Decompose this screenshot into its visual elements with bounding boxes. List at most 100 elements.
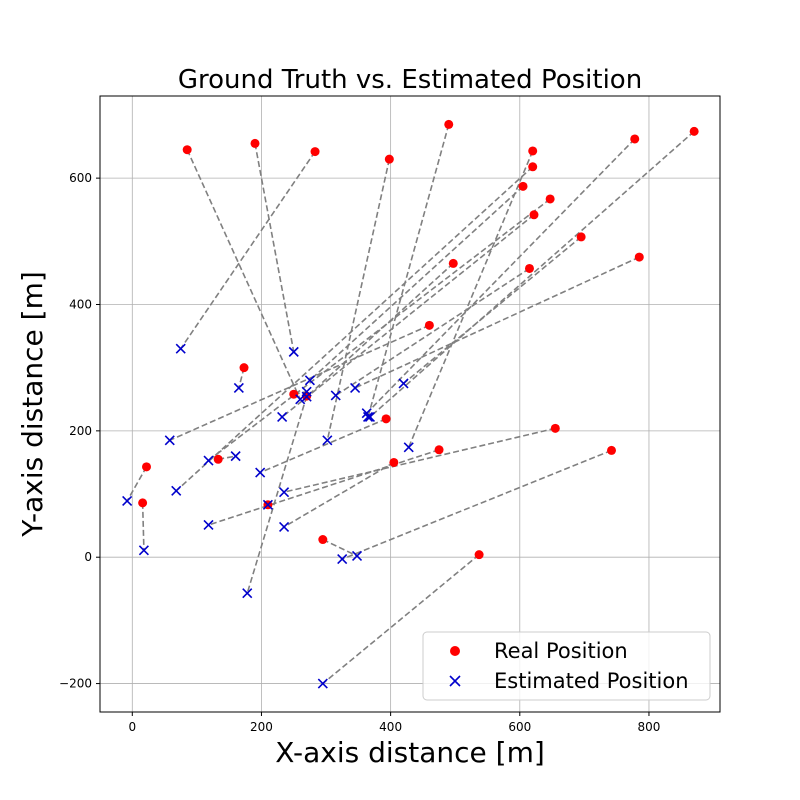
plot-frame [99,95,721,713]
estimated-position-point [122,495,133,507]
connector-line [246,395,308,594]
real-position-point [576,232,586,242]
y-tick-label: −200 [59,677,92,691]
legend-estimated-marker [449,675,461,687]
estimated-position-point [364,411,376,423]
estimated-position-point [288,346,299,357]
real-position-point [630,134,640,144]
real-position-point [310,147,320,157]
real-position-point [381,414,391,424]
x-tick-label: 600 [508,720,531,734]
estimated-position-point [403,442,414,453]
estimated-position-point [330,390,341,401]
y-tick-label: 600 [69,171,92,185]
estimated-position-point [278,487,290,498]
y-axis-label: Y-axis distance [m] [16,271,49,538]
real-position-point [448,258,458,268]
x-tick-label: 400 [379,720,402,734]
x-axis-label: X-axis distance [m] [275,736,545,769]
connector-line [335,267,530,397]
real-position-point [550,423,560,433]
estimated-position-point [203,519,214,531]
connector-line [259,418,387,474]
real-position-point [634,252,644,262]
estimated-position-point [301,386,312,397]
estimated-position-point [262,499,273,510]
estimated-position-point [164,435,175,446]
connector-line [354,256,640,389]
connector-line [309,185,524,381]
real-position-point [318,535,328,545]
estimated-position-point [230,451,241,462]
estimated-position-point [350,382,361,393]
y-tick-label: 0 [84,550,92,564]
legend-estimated-label: Estimated Position [494,669,689,693]
real-position-point [213,454,223,464]
real-position-point [529,210,539,220]
real-position-point [545,194,555,204]
estimated-position-point [337,554,348,565]
connector-line [180,151,316,350]
real-position-point [444,119,454,129]
real-position-point [138,498,148,508]
real-position-point [434,445,444,455]
real-position-point [239,363,249,373]
chart-title: Ground Truth vs. Estimated Position [178,65,642,95]
estimated-position-point [175,343,186,354]
estimated-position-points [122,343,414,689]
estimated-position-point [255,467,266,478]
estimated-position-point [317,678,328,689]
connector-line [306,262,454,398]
connector-line [141,502,145,551]
y-tick-label: 200 [69,424,92,438]
real-position-point [384,154,394,164]
legend-real-label: Real Position [494,639,628,663]
legend: Real Position Estimated Position [422,631,711,701]
estimated-position-point [398,378,409,389]
real-position-point [607,445,616,455]
real-position-point [389,457,399,467]
real-position-point [528,146,538,156]
estimated-position-point [242,588,253,599]
x-tick-label: 0 [128,720,136,734]
connector-line [169,324,430,442]
connector-line [322,554,480,685]
legend-box [422,631,711,701]
grid-lines [100,96,720,712]
estimated-position-point [277,411,288,423]
connector-line [341,449,612,560]
connector-line [175,166,534,492]
real-position-point [528,162,538,172]
real-position-point [524,263,534,273]
connector-line [366,138,636,414]
real-position-point [424,320,434,330]
connector-line [367,124,450,418]
estimated-position-point [138,545,149,556]
connector-line [283,427,556,493]
x-axis-ticks: 0 200 400 600 800 [128,712,660,734]
connector-line [403,236,582,385]
estimated-position-point [304,375,315,386]
connector-line [186,149,301,400]
legend-real-marker [450,646,460,656]
real-position-point [142,462,151,472]
x-tick-label: 200 [250,720,273,734]
estimated-position-point [203,455,214,466]
connector-line [254,143,295,353]
real-position-point [182,145,192,155]
connector-line [126,466,148,502]
connector-line [369,130,695,418]
estimated-position-point [351,550,363,562]
estimated-position-point [322,435,333,446]
x-tick-label: 800 [638,720,661,734]
real-position-point [250,138,260,148]
estimated-position-point [171,485,182,496]
real-position-point [518,181,528,191]
real-position-point [474,550,484,560]
estimated-position-point [278,521,290,532]
connector-line [283,461,395,528]
connector-line [322,538,358,557]
estimated-position-point [233,382,244,393]
connector-line [208,449,440,526]
